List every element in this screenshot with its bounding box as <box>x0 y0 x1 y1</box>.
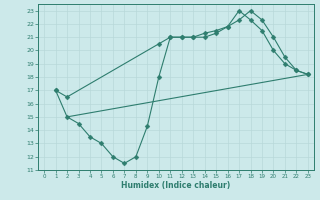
X-axis label: Humidex (Indice chaleur): Humidex (Indice chaleur) <box>121 181 231 190</box>
